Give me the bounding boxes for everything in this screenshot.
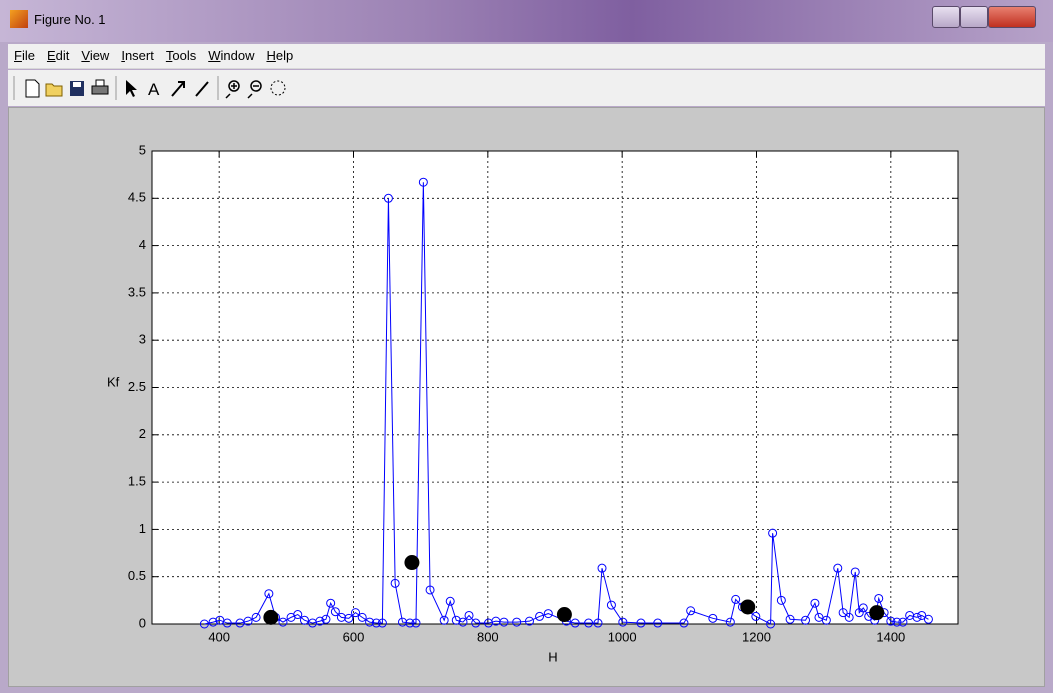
y-tick-label: 3.5 <box>128 284 146 299</box>
data-point <box>557 608 571 622</box>
y-tick-label: 3 <box>139 332 146 347</box>
y-tick-label: 0 <box>139 615 146 630</box>
data-point <box>405 556 419 570</box>
y-tick-label: 5 <box>139 142 146 157</box>
x-tick-label: 800 <box>477 629 499 644</box>
data-point <box>741 600 755 614</box>
y-tick-label: 2 <box>139 426 146 441</box>
x-tick-label: 1000 <box>608 629 637 644</box>
figure-window: Figure No. 1 FileEditViewInsertToolsWind… <box>0 0 1053 693</box>
chart: H Kf 0 0.5 1 1.5 2 2.5 3 3.5 4 4.5 5 400 600 800 1000 1… <box>0 0 1053 693</box>
y-tick-label: 0.5 <box>128 568 146 583</box>
data-point <box>870 606 884 620</box>
y-axis-label: Kf <box>107 374 120 389</box>
y-tick-label: 1.5 <box>128 474 146 489</box>
y-tick-label: 4 <box>139 237 146 252</box>
y-tick-label: 2.5 <box>128 379 146 394</box>
y-tick-label: 4.5 <box>128 190 146 205</box>
x-tick-label: 1400 <box>876 629 905 644</box>
x-axis-label: H <box>548 649 557 664</box>
data-point <box>264 610 278 624</box>
x-tick-label: 1200 <box>742 629 771 644</box>
y-tick-label: 1 <box>139 521 146 536</box>
x-tick-label: 400 <box>208 629 230 644</box>
x-tick-label: 600 <box>343 629 365 644</box>
